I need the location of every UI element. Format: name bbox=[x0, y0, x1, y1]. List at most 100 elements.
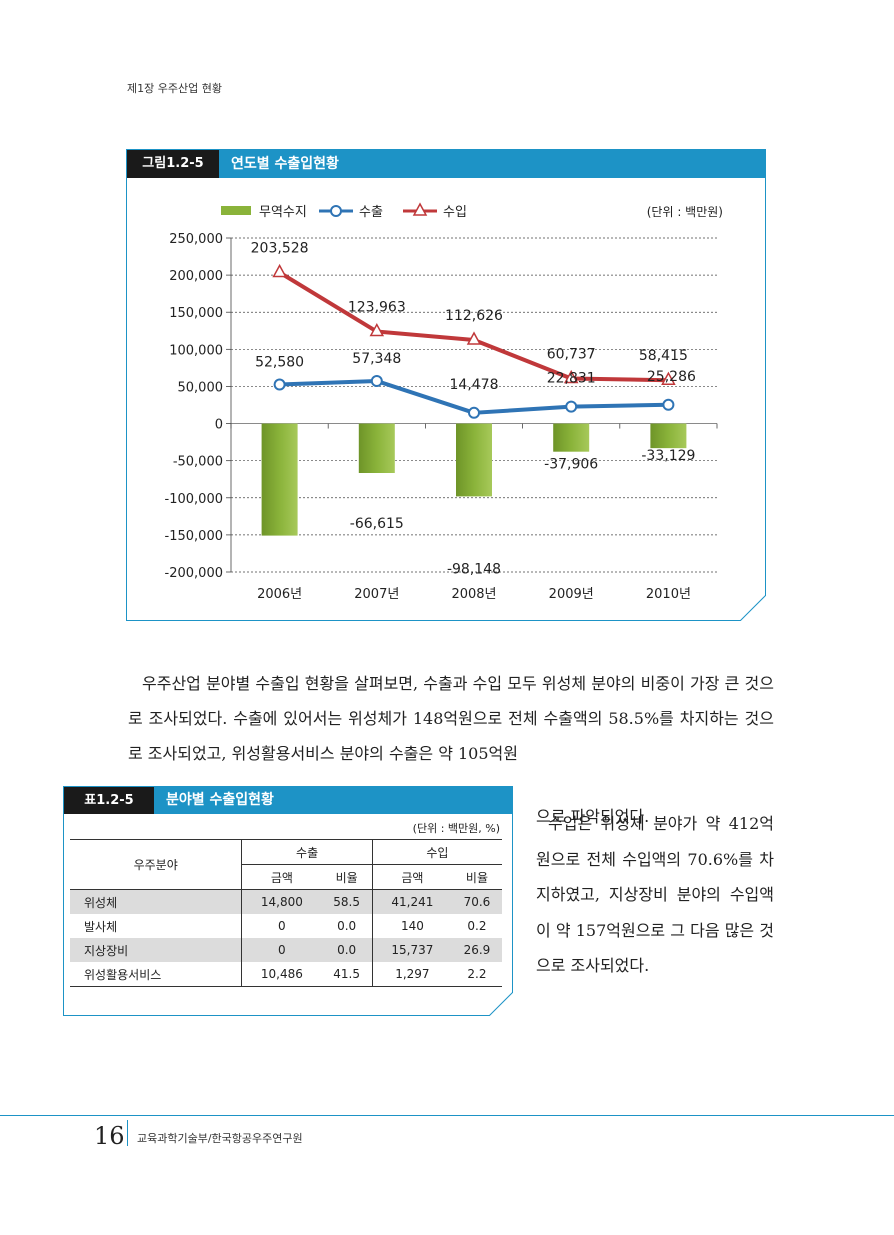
header-import-amount: 금액 bbox=[372, 864, 452, 890]
x-tick-label: 2007년 bbox=[354, 587, 399, 602]
export-point bbox=[468, 406, 480, 419]
row-export-ratio: 41.5 bbox=[321, 962, 373, 987]
legend-marker-export bbox=[330, 205, 342, 217]
export-point bbox=[565, 400, 578, 413]
row-import-ratio: 70.6 bbox=[451, 889, 502, 914]
row-export-ratio: 0.0 bbox=[321, 938, 373, 962]
figure-title-bar: 그림1.2-5 연도별 수출입현황 bbox=[127, 150, 765, 178]
figure-box: 그림1.2-5 연도별 수출입현황 250,000 200,000 150,000 1… bbox=[126, 149, 766, 621]
import-data-label: 112,626 bbox=[445, 308, 503, 324]
table-unit: (단위 : 백만원, %) bbox=[412, 822, 500, 835]
export-data-label: 52,580 bbox=[255, 355, 304, 371]
footer-rule bbox=[0, 1115, 894, 1116]
import-point bbox=[272, 263, 287, 278]
export-data-label: 14,478 bbox=[450, 377, 499, 393]
header-export-ratio: 비율 bbox=[321, 864, 373, 890]
header-field: 우주분야 bbox=[70, 839, 243, 890]
import-data-label: 123,963 bbox=[348, 300, 406, 316]
bar-trade-balance bbox=[650, 423, 687, 449]
import-point bbox=[466, 331, 482, 345]
row-import-ratio: 2.2 bbox=[451, 962, 502, 987]
bar-data-label: -37,906 bbox=[544, 457, 598, 473]
footer-divider bbox=[127, 1120, 128, 1146]
footer-publisher: 교육과학기술부/한국항공우주연구원 bbox=[137, 1132, 303, 1145]
y-tick-label: 100,000 bbox=[169, 343, 223, 358]
y-tick-label: 150,000 bbox=[169, 306, 223, 321]
table-row: 위성체 14,800 58.5 41,241 70.6 bbox=[70, 889, 502, 914]
bar-trade-balance bbox=[553, 423, 590, 452]
chart-unit-label: (단위 : 백만원) bbox=[647, 205, 723, 219]
body-paragraph-1: 우주산업 분야별 수출입 현황을 살펴보면, 수출과 수입 모두 위성체 분야의… bbox=[128, 674, 774, 763]
row-field: 발사체 bbox=[70, 914, 243, 938]
x-tick-label: 2006년 bbox=[257, 587, 302, 602]
row-export-ratio: 58.5 bbox=[321, 889, 373, 914]
import-data-label: 203,528 bbox=[251, 240, 309, 256]
row-import-ratio: 0.2 bbox=[467, 919, 487, 933]
row-import-amount: 15,737 bbox=[372, 938, 452, 962]
export-point bbox=[370, 374, 383, 387]
header-export: 수출 bbox=[241, 839, 373, 865]
body-paragraph-2: 으로 파악되었다. bbox=[536, 807, 650, 826]
y-tick-label: -100,000 bbox=[165, 492, 223, 507]
table-tag: 표1.2-5 bbox=[64, 787, 154, 814]
import-data-label: 58,415 bbox=[639, 348, 688, 364]
row-export-amount: 14,800 bbox=[241, 889, 322, 914]
export-data-label: 22,831 bbox=[547, 371, 596, 387]
corner-decoration bbox=[489, 992, 513, 1016]
x-tick-label: 2009년 bbox=[549, 587, 594, 602]
bar-trade-balance bbox=[358, 423, 395, 473]
table-row: 위성활용서비스 10,486 41.5 1,297 2.2 bbox=[70, 962, 502, 987]
header-import: 수입 bbox=[372, 839, 502, 865]
bar-trade-balance bbox=[456, 423, 492, 497]
y-tick-label: 250,000 bbox=[169, 232, 223, 247]
import-line bbox=[278, 270, 669, 383]
x-tick-label: 2010년 bbox=[646, 587, 691, 602]
row-import-amount: 140 bbox=[400, 919, 424, 933]
row-export-amount: 10,486 bbox=[241, 962, 322, 987]
row-export-amount: 0 bbox=[241, 938, 322, 962]
legend-swatch-trade-balance bbox=[221, 206, 251, 215]
export-point bbox=[273, 378, 286, 391]
header-import-ratio: 비율 bbox=[451, 864, 502, 890]
row-export-amount: 0 bbox=[278, 919, 286, 933]
export-data-label: 57,348 bbox=[352, 351, 401, 367]
legend-marker-import bbox=[412, 202, 428, 216]
row-import-amount: 1,297 bbox=[372, 962, 452, 987]
y-tick-label: 0 bbox=[215, 418, 223, 433]
bar-data-label: -98,148 bbox=[447, 561, 501, 577]
import-point bbox=[661, 371, 676, 385]
table-box: 표1.2-5 분야별 수출입현황 (단위 : 백만원, %) 우주분야 수출 수… bbox=[63, 786, 513, 1016]
table-row: 발사체 0 0.0 140 0.2 bbox=[70, 914, 502, 938]
row-export-ratio: 0.0 bbox=[321, 914, 373, 938]
y-tick-label: 200,000 bbox=[169, 269, 223, 284]
y-tick-label: 50,000 bbox=[178, 380, 224, 395]
table-row: 지상장비 0 0.0 15,737 26.9 bbox=[70, 938, 502, 962]
bar-data-label: -66,615 bbox=[350, 516, 404, 532]
legend-label-trade-balance: 무역수지 bbox=[259, 205, 307, 220]
export-data-label: 25,286 bbox=[647, 369, 696, 385]
import-data-label: 60,737 bbox=[547, 346, 596, 362]
figure-tag: 그림1.2-5 bbox=[127, 150, 219, 178]
trade-table: 우주분야 수출 수입 금액 비율 금액 비율 위성체 14,800 58.5 4… bbox=[70, 839, 502, 987]
import-point bbox=[563, 369, 579, 384]
row-import-ratio: 26.9 bbox=[451, 938, 502, 962]
running-header: 제1장 우주산업 현황 bbox=[127, 82, 222, 95]
corner-decoration bbox=[740, 595, 766, 621]
export-point bbox=[662, 398, 675, 411]
table-title-bar: 표1.2-5 분야별 수출입현황 bbox=[64, 787, 512, 814]
bar-trade-balance bbox=[261, 423, 298, 536]
y-tick-label: -150,000 bbox=[165, 529, 223, 544]
x-tick-label: 2008년 bbox=[451, 587, 496, 602]
trade-chart: 250,000 200,000 150,000 100,000 50,000 0 -50,0… bbox=[165, 202, 723, 602]
header-export-amount: 금액 bbox=[241, 864, 322, 890]
y-tick-label: -50,000 bbox=[173, 455, 223, 470]
figure-title: 연도별 수출입현황 bbox=[231, 156, 339, 172]
legend-label-export: 수출 bbox=[359, 205, 383, 220]
y-tick-label: -200,000 bbox=[165, 566, 223, 581]
import-point bbox=[369, 322, 385, 337]
row-field: 위성활용서비스 bbox=[70, 962, 243, 987]
legend-label-import: 수입 bbox=[443, 205, 467, 220]
page-number: 16 bbox=[94, 1122, 125, 1150]
row-field: 지상장비 bbox=[70, 938, 243, 962]
body-paragraph-3: 수입은 위성체 분야가 약 412억원으로 전체 수입액의 70.6%를 차지하… bbox=[536, 814, 774, 975]
